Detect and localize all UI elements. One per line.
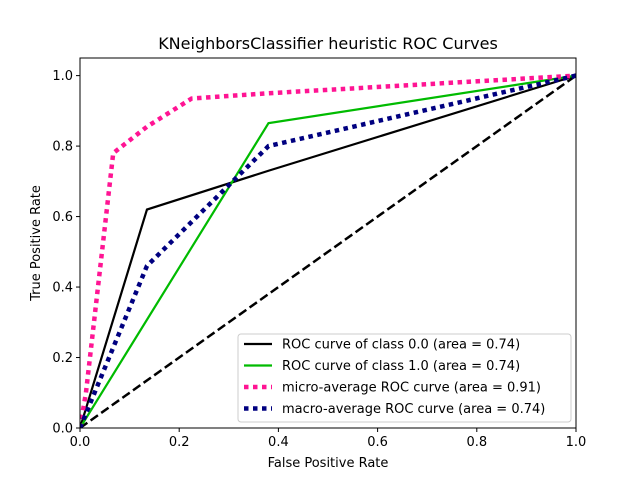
chance-diagonal-line (80, 74, 576, 428)
chart-title: KNeighborsClassifier heuristic ROC Curve… (158, 34, 498, 53)
x-tick-label: 0.6 (367, 435, 388, 450)
x-tick-label: 0.0 (70, 435, 91, 450)
y-tick-label: 0.4 (52, 281, 73, 296)
y-axis-label: True Positive Rate (29, 185, 44, 302)
plot-lines (80, 73, 576, 428)
x-tick-label: 0.4 (268, 435, 289, 450)
legend-label-2: micro-average ROC curve (area = 0.91) (282, 381, 541, 396)
legend: ROC curve of class 0.0 (area = 0.74) ROC … (237, 333, 572, 423)
y-tick-label: 0.0 (52, 422, 73, 437)
x-tick-label: 0.8 (466, 435, 487, 450)
legend-label-3: macro-average ROC curve (area = 0.74) (282, 402, 545, 417)
y-axis-ticks: 0.0 0.2 0.4 0.6 0.8 1.0 (52, 69, 80, 437)
y-tick-label: 1.0 (52, 69, 73, 84)
x-tick-label: 1.0 (566, 435, 587, 450)
y-tick-label: 0.2 (52, 351, 73, 366)
plot-frame (79, 57, 577, 429)
x-axis-label: False Positive Rate (268, 456, 389, 471)
legend-box (237, 333, 572, 423)
roc-series-line-1 (80, 74, 576, 428)
y-tick-label: 0.6 (52, 210, 73, 225)
y-tick-label: 0.8 (52, 140, 73, 155)
x-tick-label: 0.2 (169, 435, 190, 450)
legend-label-0: ROC curve of class 0.0 (area = 0.74) (282, 338, 520, 353)
roc-series-line-0 (80, 74, 576, 428)
legend-label-1: ROC curve of class 1.0 (area = 0.74) (282, 359, 520, 374)
x-axis-ticks: 0.0 0.2 0.4 0.6 0.8 1.0 (70, 428, 587, 450)
